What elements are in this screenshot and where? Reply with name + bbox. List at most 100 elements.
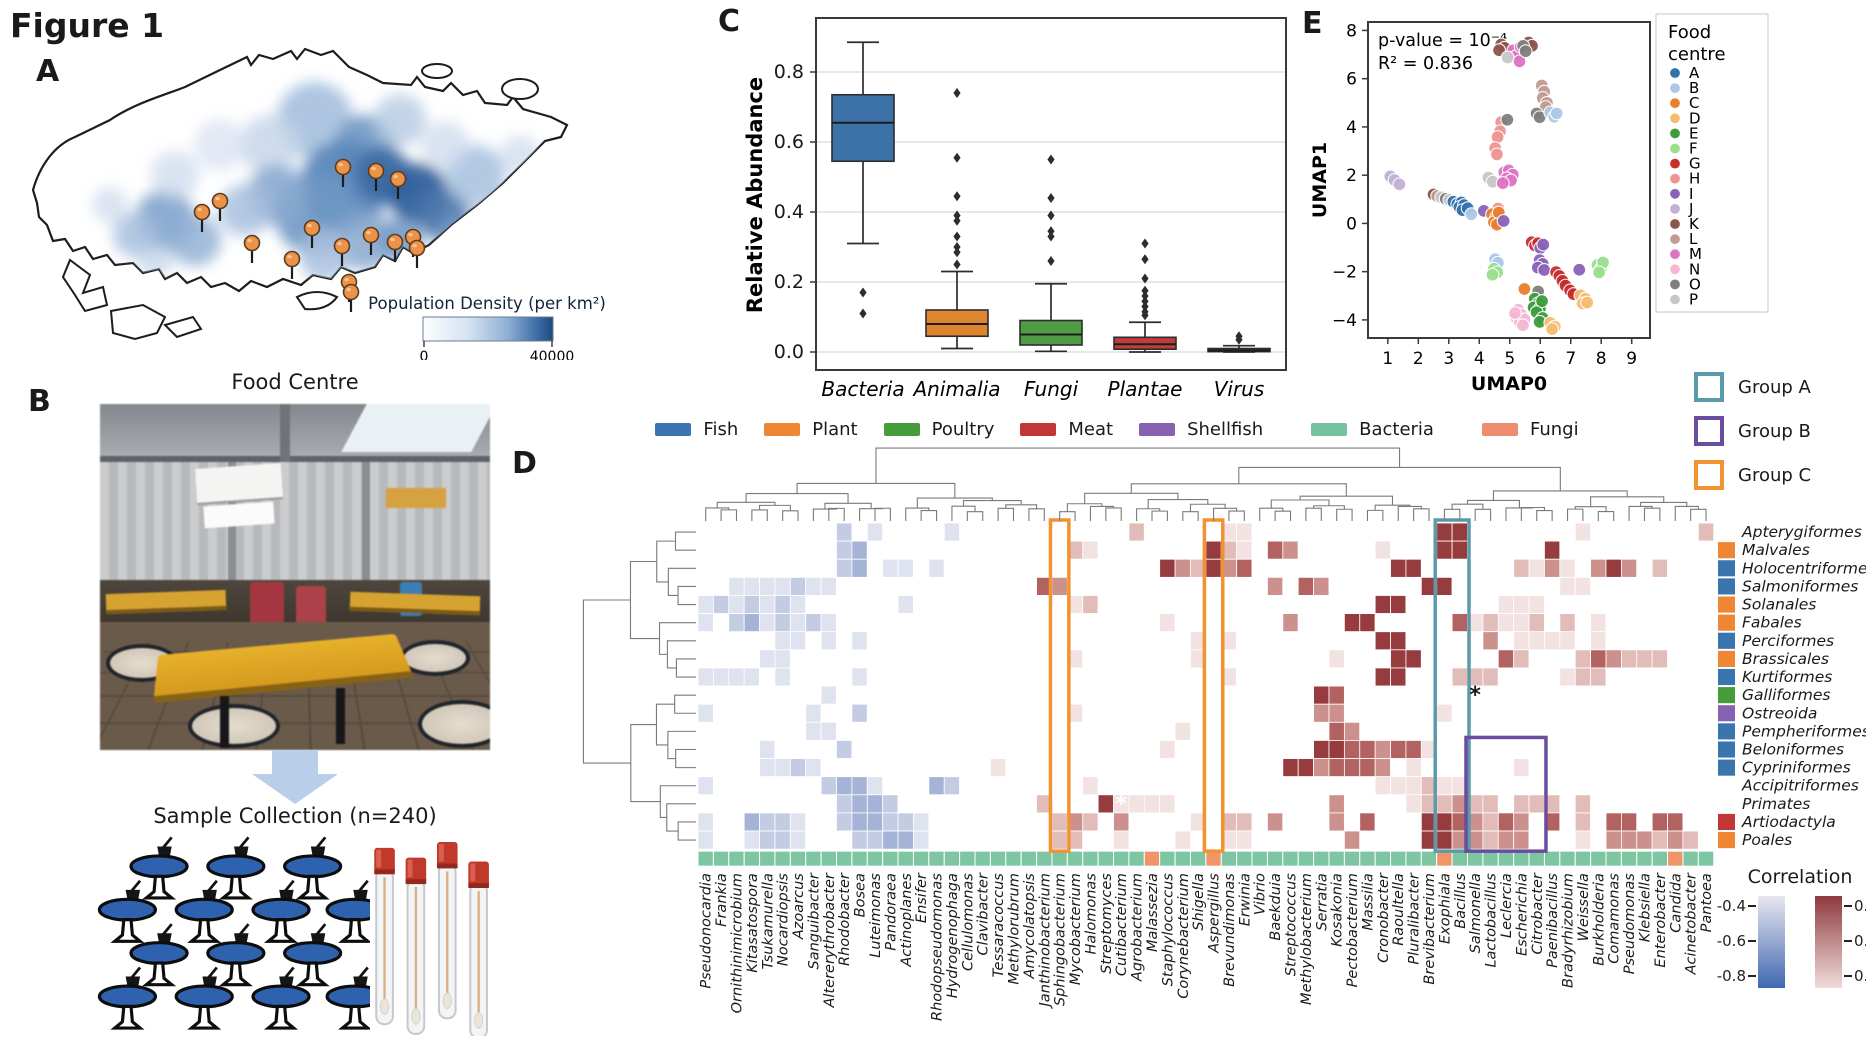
significance-asterisk: * — [1254, 556, 1266, 581]
group-label: Group A — [1738, 376, 1811, 398]
heatmap-cells — [697, 522, 1715, 850]
colorbar-tick: -0.8 — [1716, 967, 1746, 985]
legend-label: Fish — [703, 418, 739, 440]
legend-item-bacteria: Bacteria — [1311, 419, 1434, 440]
column-label: Cellulomonas — [960, 873, 976, 971]
column-label: Acinetobacter — [1684, 872, 1700, 975]
column-label: Shigella — [1191, 873, 1207, 931]
row-label: Primates — [1742, 795, 1810, 813]
umap-y-tick: 4 — [1346, 118, 1357, 138]
legend-label: Fungi — [1529, 418, 1579, 440]
umap-points — [1383, 35, 1611, 337]
swab-tubes — [373, 840, 491, 1036]
legend-item-fish: Fish — [655, 419, 738, 440]
column-label: Tsukamurella — [760, 873, 776, 969]
tables-diagram — [97, 835, 370, 1030]
group-legend-item: Group C — [1694, 460, 1811, 490]
significance-asterisk: * — [1115, 792, 1127, 817]
pvalue-annotation: p-value = 10⁻⁴ — [1378, 31, 1507, 51]
panel-d-label: D — [512, 446, 537, 481]
column-label: Pseudonocardia — [699, 873, 715, 988]
row-label: Galliformes — [1742, 686, 1830, 704]
map-pin — [333, 237, 351, 266]
panel-c-label: C — [718, 4, 741, 39]
row-label: Cypriniformes — [1742, 759, 1851, 777]
food-centre-legend-entry: F — [1689, 140, 1698, 158]
row-label: Perciformes — [1742, 632, 1834, 650]
panel-a-label: A — [36, 54, 60, 89]
column-label: Sanguibacter — [806, 872, 822, 969]
food-centre-legend-entry: K — [1689, 215, 1700, 233]
legend-item-plant: Plant — [764, 419, 858, 440]
legend-swatch — [1020, 422, 1057, 436]
left-dendrogram — [582, 531, 696, 841]
row-labels: ApterygiformesMalvalesHolocentriformesSa… — [1718, 523, 1866, 849]
correlation-colorbar-title: Correlation — [1747, 866, 1853, 888]
table-icon — [97, 965, 158, 1030]
swab-tube-icon — [404, 856, 428, 1036]
group-box-swatch — [1694, 416, 1724, 446]
density-legend-min: 0 — [420, 349, 429, 360]
group-box-swatch — [1694, 460, 1724, 490]
map-pin — [283, 250, 301, 279]
legend-swatch — [1311, 422, 1348, 436]
clustered-heatmap: ApterygiformesMalvalesHolocentriformesSa… — [582, 447, 1866, 1021]
table-icon — [206, 922, 266, 987]
box-category-label: Plantae — [1108, 377, 1183, 401]
food-centre-legend-entry: P — [1689, 291, 1698, 309]
column-label: Pectobacterium — [1345, 873, 1361, 987]
column-label: Actinoplanes — [899, 873, 915, 968]
column-label: Sphingobacterium — [1053, 873, 1069, 1006]
boxplot-relative-abundance: 0.0 0.2 0.4 0.6 0.8 Relative Abundance Bacteri… — [743, 17, 1287, 401]
row-label: Artiodactyla — [1741, 813, 1836, 831]
column-label: Corynebacterium — [1176, 873, 1192, 999]
food-centre-legend-entry: D — [1689, 109, 1701, 127]
umap-x-tick: 4 — [1474, 349, 1485, 369]
map-pin — [386, 233, 404, 262]
box-animalia — [925, 88, 989, 350]
umap-y-tick: 6 — [1346, 70, 1357, 90]
food-centre-legend-entry: M — [1689, 245, 1702, 263]
legend-swatch — [1481, 422, 1518, 436]
table-icon — [283, 922, 343, 987]
column-label: Weissella — [1576, 873, 1592, 941]
column-label: Clavibacter — [976, 872, 992, 955]
column-label: Amycolatopsis — [1022, 873, 1038, 980]
column-label: Vibrio — [1253, 873, 1269, 915]
food-centre-legend-entry: E — [1689, 124, 1698, 142]
row-label: Apterygiformes — [1741, 523, 1862, 541]
column-label: Pandoraea — [883, 873, 899, 951]
column-label: Bradyrhizobium — [1561, 873, 1577, 988]
food-centre-legend-entry: O — [1689, 275, 1701, 293]
table-icon — [206, 835, 266, 900]
umap-x-tick: 7 — [1565, 349, 1576, 369]
row-label: Pempheriformes — [1742, 722, 1866, 740]
density-legend-title: Population Density (per km²) — [368, 294, 605, 313]
row-label: Poales — [1742, 831, 1792, 849]
umap-y-tick: −4 — [1332, 311, 1357, 331]
table-icon — [174, 965, 234, 1030]
y-tick-label: 0.2 — [774, 271, 804, 293]
table-icon — [325, 879, 370, 943]
table-icon — [251, 965, 311, 1030]
column-label: Rhodobacter — [837, 872, 853, 966]
column-label: Lactobacillus — [1484, 873, 1500, 968]
umap-y-tick: 0 — [1346, 214, 1357, 234]
column-label: Paenibacillus — [1545, 873, 1561, 968]
box-fungi — [1019, 154, 1083, 353]
row-label: Fabales — [1742, 614, 1802, 632]
box-category-label: Bacteria — [821, 377, 904, 401]
column-label: Enterobacter — [1653, 872, 1669, 967]
box-category-label: Animalia — [911, 377, 1000, 401]
column-label: Brevundimonas — [1222, 873, 1238, 987]
colorbar-tick: 0.6 — [1854, 932, 1866, 950]
umap-x-tick: 2 — [1413, 349, 1424, 369]
y-tick-label: 0.4 — [774, 201, 804, 223]
column-label: Luteimonas — [868, 873, 884, 958]
column-label: Aspergillus — [1207, 873, 1223, 954]
table-icon — [97, 879, 158, 943]
column-label: Hydrogenophaga — [945, 873, 961, 998]
row-label: Kurtiformes — [1742, 668, 1832, 686]
colorbar-tick: 0.4 — [1854, 967, 1866, 985]
